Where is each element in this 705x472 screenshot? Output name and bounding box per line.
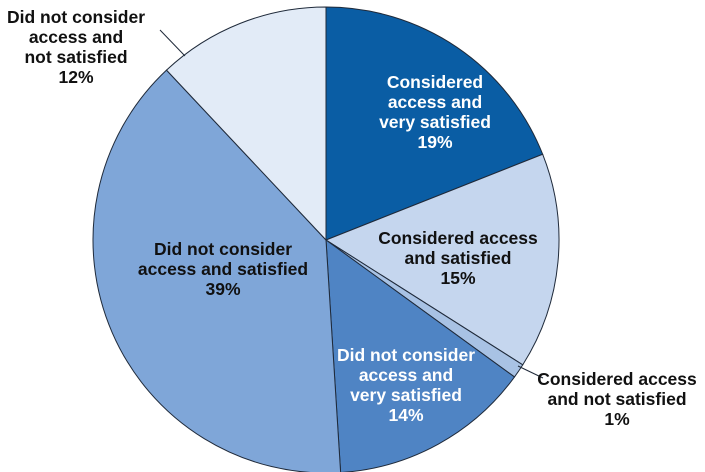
slice-label-line: 15%	[440, 268, 475, 288]
slice-label-line: Considered access	[537, 369, 697, 389]
slice-label-line: very satisfied	[379, 112, 491, 132]
slice-label-line: access and	[29, 27, 123, 47]
leader-lines	[159, 29, 544, 379]
slice-label-line: 14%	[388, 405, 423, 425]
slice-label-5: Did not consider access and not satisfied 1…	[7, 7, 145, 87]
slice-label-4: Did not consider access and satisfied 39%	[138, 239, 308, 299]
slice-label-line: not satisfied	[24, 47, 127, 67]
leader-line-2	[517, 365, 544, 379]
pie-slice-1	[324, 153, 560, 366]
slice-label-2: Considered access and not satisfied 1%	[537, 369, 697, 429]
slice-label-line: Considered access	[378, 228, 538, 248]
slice-label-line: 1%	[604, 409, 630, 429]
slice-label-line: access and satisfied	[138, 259, 308, 279]
slice-label-line: access and	[359, 365, 453, 385]
slice-label-line: access and	[388, 92, 482, 112]
leader-line-5	[159, 29, 186, 57]
slice-label-line: 19%	[417, 132, 452, 152]
slice-label-line: Did not consider	[154, 239, 292, 259]
slice-label-line: Considered	[387, 72, 483, 92]
pie-slice-3	[325, 238, 516, 472]
pie-slices	[92, 6, 560, 472]
pie-slice-5	[165, 6, 327, 242]
slice-label-line: very satisfied	[350, 385, 462, 405]
slice-label-line: 12%	[58, 67, 93, 87]
slice-label-line: and satisfied	[405, 248, 512, 268]
slice-label-line: and not satisfied	[547, 389, 686, 409]
slice-label-line: Did not consider	[7, 7, 145, 27]
slice-label-line: 39%	[205, 279, 240, 299]
slice-label-line: Did not consider	[337, 345, 475, 365]
slice-label-1: Considered access and satisfied 15%	[378, 228, 538, 288]
pie-slice-4	[92, 69, 342, 472]
slice-label-3: Did not consider access and very satisfied…	[337, 345, 475, 425]
pie-slice-0	[325, 6, 544, 241]
slice-label-0: Considered access and very satisfied 19%	[379, 72, 491, 152]
slice-labels: Considered access and very satisfied 19%Con…	[7, 7, 697, 429]
